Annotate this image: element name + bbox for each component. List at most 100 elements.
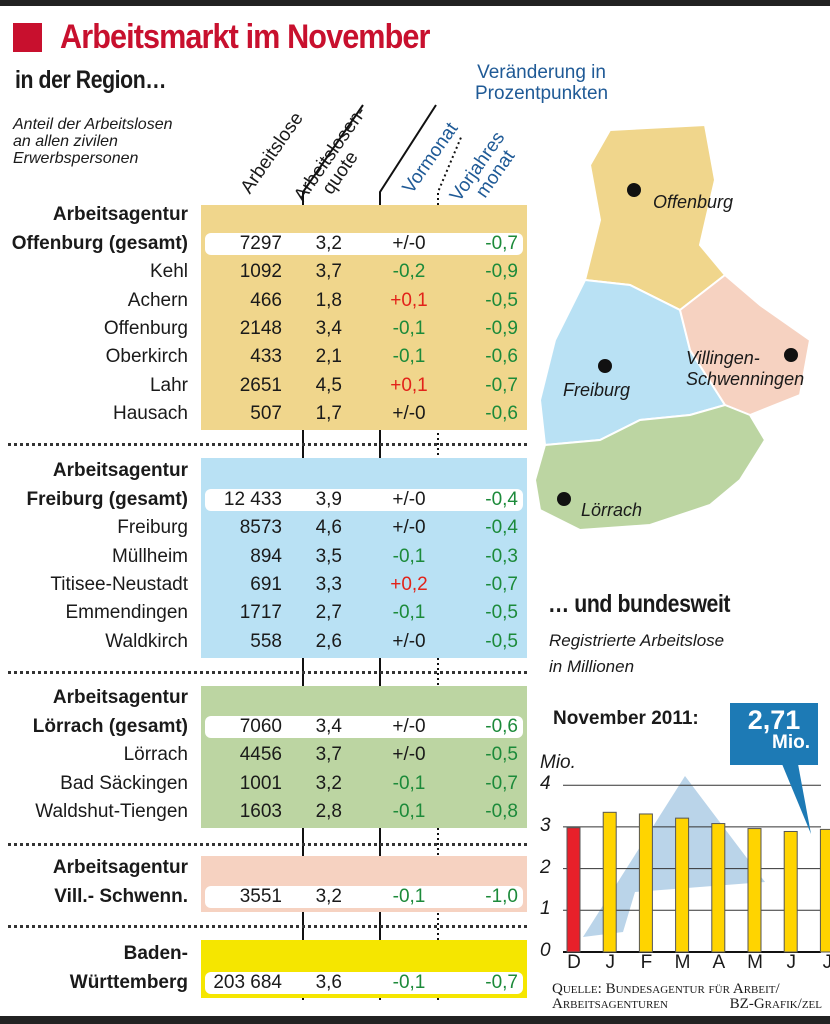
vormonat-value: +0,2 (390, 573, 428, 595)
quote-value: 1,8 (315, 289, 342, 311)
row-label: Waldkirch (105, 630, 188, 652)
total-highlight (205, 972, 523, 994)
vormonat-value: -0,1 (392, 772, 426, 794)
region-note: Anteil der Arbeitslosen an allen zivilen… (13, 116, 173, 167)
vorjahr-value: -0,5 (485, 602, 518, 624)
arbeitslose-value: 2651 (239, 374, 282, 396)
vormonat-value: +0,1 (390, 374, 428, 396)
row-label: Hausach (113, 402, 188, 424)
city-dot (627, 183, 641, 197)
table-row: Titisee-Neustadt 691 3,3 +0,2 -0,7 (0, 571, 530, 599)
quote-value: 3,5 (315, 545, 342, 567)
y-tick-label: 0 (540, 940, 551, 961)
table-row: Kehl 1092 3,7 -0,2 -0,9 (0, 258, 530, 286)
vorjahr-value: -0,5 (485, 289, 518, 311)
row-label: Württemberg (69, 972, 188, 993)
quote-value: 3,6 (315, 972, 342, 993)
group-header: Arbeitsagentur (0, 854, 530, 882)
arbeitslose-value: 1603 (239, 800, 282, 822)
y-tick-label: 2 (540, 856, 551, 878)
vormonat-value: -0,1 (392, 972, 426, 993)
city-dot (598, 359, 612, 373)
quote-value: 4,5 (315, 374, 342, 396)
y-tick-label: 3 (540, 814, 551, 836)
table-row: Lörrach (gesamt) 7060 3,4 +/-0 -0,6 (0, 713, 530, 741)
group-separator (8, 671, 527, 674)
vormonat-value: -0,1 (392, 800, 426, 822)
vormonat-value: -0,1 (392, 602, 426, 624)
table-row: Freiburg 8573 4,6 +/-0 -0,4 (0, 514, 530, 542)
total-highlight (205, 716, 523, 738)
callout-unit: Mio. (772, 732, 810, 753)
map-label-line: Schwenningen (686, 369, 805, 389)
table-row: Lahr 2651 4,5 +0,1 -0,7 (0, 372, 530, 400)
row-label: Lörrach (gesamt) (32, 716, 188, 737)
vormonat-value: -0,1 (392, 886, 426, 907)
arbeitslose-value: 1092 (239, 261, 282, 283)
vorjahr-value: -1,0 (485, 886, 518, 907)
row-label: Bad Säckingen (60, 772, 188, 794)
arbeitslose-value: 8573 (239, 517, 282, 539)
row-label: Waldshut-Tiengen (35, 800, 188, 822)
arbeitslose-value: 4456 (239, 744, 282, 766)
group-header: Arbeitsagentur (0, 684, 530, 712)
row-label: Vill.- Schwenn. (54, 886, 188, 907)
vorjahr-value: -0,6 (485, 716, 518, 737)
table-row: Waldshut-Tiengen 1603 2,8 -0,1 -0,8 (0, 798, 530, 826)
quote-value: 1,7 (315, 402, 342, 424)
region-map (533, 123, 812, 532)
x-tick-label: J (605, 952, 615, 973)
x-tick-label: F (640, 952, 653, 973)
group-header: Arbeitsagentur (0, 457, 530, 485)
table-row: Württemberg 203 684 3,6 -0,1 -0,7 (0, 969, 530, 997)
vormonat-value: -0,2 (392, 261, 426, 283)
map-label: Villingen- Schwenningen (686, 348, 804, 390)
city-dot (557, 492, 571, 506)
map-loerrach (533, 403, 767, 532)
row-label: Achern (127, 289, 188, 311)
table-row: Achern 466 1,8 +0,1 -0,5 (0, 287, 530, 315)
table-row: Offenburg (gesamt) 7297 3,2 +/-0 -0,7 (0, 230, 530, 258)
quote-value: 3,4 (315, 716, 342, 737)
bar (566, 827, 581, 953)
arbeitslose-value: 7060 (239, 716, 282, 737)
map-label-line: Villingen- (686, 348, 760, 368)
y-tick-label: 4 (540, 773, 551, 795)
row-label: Titisee-Neustadt (50, 573, 188, 595)
callout-value: 2,71 (747, 705, 801, 735)
group-separator (8, 925, 527, 928)
vormonat-value: +/-0 (392, 517, 426, 539)
map-villingen-schwenningen (678, 273, 812, 417)
vormonat-value: -0,1 (392, 545, 426, 567)
table-row: Offenburg 2148 3,4 -0,1 -0,9 (0, 315, 530, 343)
credit: BZ-Grafik/zel (729, 996, 822, 1012)
row-label: Lörrach (123, 744, 188, 766)
table-row: Emmendingen 1717 2,7 -0,1 -0,5 (0, 599, 530, 627)
quote-value: 2,8 (315, 800, 342, 822)
group-header: Baden- (0, 940, 530, 968)
arbeitslose-value: 466 (250, 289, 282, 311)
national-note: Registrierte Arbeitslose in Millionen (549, 628, 724, 680)
highlight-label: November 2011: (553, 708, 699, 729)
arbeitslose-value: 2148 (239, 317, 282, 339)
x-tick-label: A (712, 952, 726, 973)
row-label: Freiburg (117, 517, 188, 539)
source-note: Quelle: Bundesagentur für Arbeit/ Arbeit… (552, 982, 822, 1012)
arbeitslose-value: 7297 (239, 233, 282, 254)
group-header-label: Arbeitsagentur (52, 204, 188, 225)
city-dot (784, 348, 798, 362)
vorjahr-value: -0,9 (485, 261, 518, 283)
note-line: Anteil der Arbeitslosen (13, 116, 173, 133)
quote-value: 4,6 (315, 517, 342, 539)
vormonat-value: +/-0 (392, 744, 426, 766)
map-label: Freiburg (563, 380, 631, 400)
row-label: Müllheim (111, 545, 188, 567)
callout-box: 2,71 Mio. (730, 703, 818, 765)
vorjahr-value: -0,6 (485, 346, 518, 368)
quote-value: 2,7 (315, 602, 342, 624)
group-background (201, 686, 527, 828)
row-label: Oberkirch (105, 346, 188, 368)
quote-value: 3,2 (315, 772, 342, 794)
arbeitslose-value: 433 (250, 346, 282, 368)
